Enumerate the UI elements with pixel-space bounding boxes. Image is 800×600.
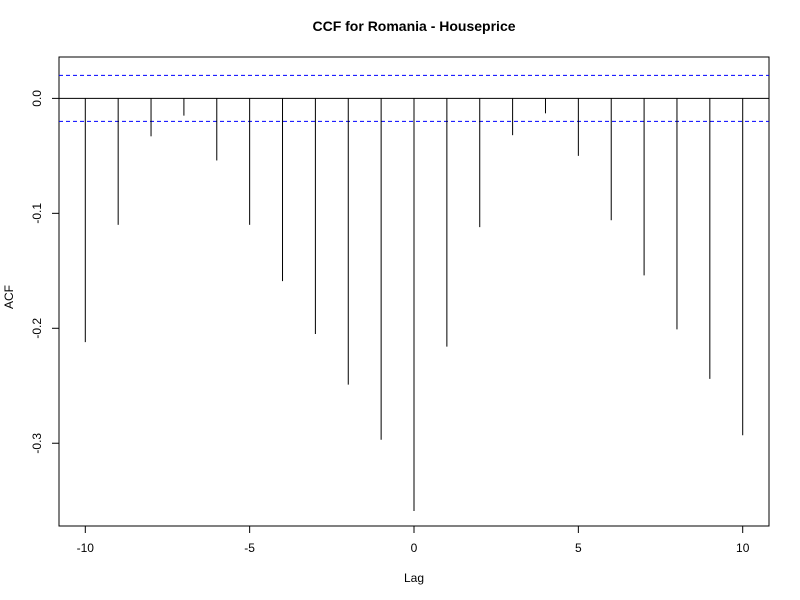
x-tick-label: -10 [77,541,95,555]
ccf-bars [59,74,769,512]
y-tick-label: -0.1 [30,203,44,224]
x-axis: -10 -5 0 5 10 [77,526,750,555]
x-axis-label: Lag [404,571,424,585]
y-tick-label: -0.2 [30,318,44,339]
y-tick-label: -0.3 [30,433,44,454]
y-axis-label: ACF [2,285,16,309]
chart-title: CCF for Romania - Houseprice [312,18,515,34]
x-tick-label: 5 [575,541,582,555]
y-tick-label: 0.0 [30,90,44,107]
x-tick-label: 0 [411,541,418,555]
y-axis: 0.0 -0.1 -0.2 -0.3 [30,90,59,454]
x-tick-label: -5 [244,541,255,555]
x-tick-label: 10 [736,541,750,555]
